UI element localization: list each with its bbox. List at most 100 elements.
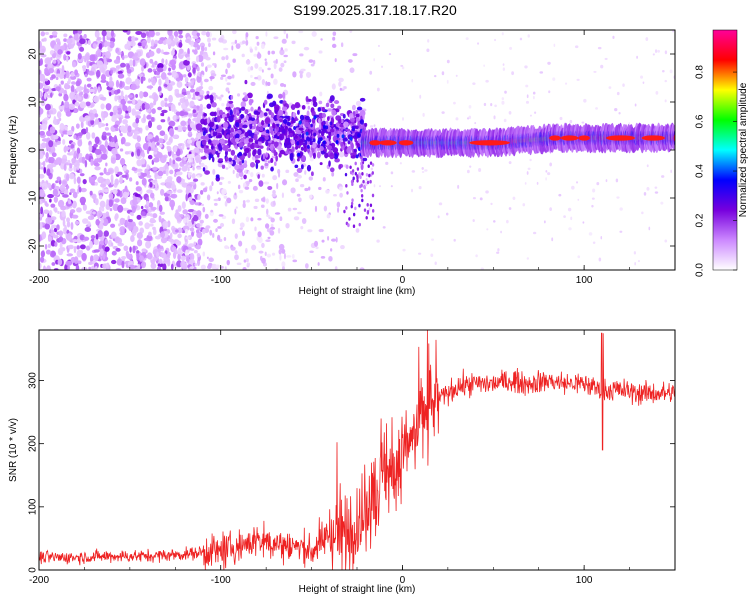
spectrogram-cell [221, 265, 224, 269]
spectrogram-cell [371, 209, 375, 213]
spectrogram-cell [81, 156, 86, 164]
spectrogram-cell [400, 64, 404, 67]
spectrogram-cell [241, 230, 245, 237]
spectrogram-cell [257, 148, 262, 156]
spectrogram-cell [234, 233, 238, 239]
spectrogram-cell [77, 30, 83, 35]
spectrogram-cell [74, 69, 79, 76]
spectrogram-cell [166, 84, 173, 92]
spectrogram-cell [342, 113, 346, 119]
spectrogram-cell [50, 203, 56, 208]
spectrogram-cell [181, 182, 189, 188]
spectrogram-cell [132, 59, 136, 67]
spectrogram-cell [108, 92, 112, 97]
spectrogram-cell [356, 178, 359, 183]
spectrogram-cell [51, 88, 57, 92]
spectrogram-cell [604, 57, 608, 61]
spectrogram-cell [216, 96, 222, 100]
spectrogram-cell [109, 41, 115, 49]
spectrogram-cell [272, 189, 276, 195]
spectrogram-cell [346, 147, 352, 154]
spectrogram-cell [281, 106, 288, 112]
spectrogram-cell [157, 67, 164, 73]
spectrogram-cell [68, 103, 75, 110]
spectrogram-cell [85, 127, 89, 134]
spectrogram-cell [369, 203, 373, 208]
spectrogram-cell [232, 58, 236, 63]
spectrogram-cell [182, 74, 187, 78]
spectrogram-cell [76, 132, 84, 137]
spectrogram-cell [263, 99, 268, 105]
spectrogram-cell [150, 192, 155, 199]
spectrogram-cell [178, 30, 183, 35]
spectrogram-cell [178, 41, 183, 48]
spectrogram-cell [60, 45, 66, 51]
spectrogram-cell [438, 202, 443, 206]
spectrogram-cell [270, 129, 274, 136]
spectrogram-cell [93, 254, 99, 262]
spectrogram-cell [315, 246, 319, 250]
spectrogram-cell [80, 128, 87, 135]
spectrogram-cell [424, 169, 428, 172]
spectrogram-cell [221, 102, 225, 107]
spectrogram-cell [181, 126, 187, 131]
spectrogram-cell [298, 140, 304, 146]
spectrogram-cell [355, 100, 362, 107]
spectrogram-cell [166, 146, 172, 152]
spectrogram-cell [221, 188, 227, 195]
spectrogram-cell [123, 245, 129, 252]
spectrogram-cell [224, 116, 228, 122]
spectrogram-cell [125, 250, 129, 258]
spectrogram-cell [44, 103, 51, 111]
spectrogram-cell [94, 30, 100, 38]
spectrogram-cell [532, 231, 537, 235]
spectrogram-cell [297, 211, 302, 215]
spectrogram-cell [135, 117, 140, 124]
spectrogram-cell [231, 218, 236, 225]
spectrogram-cell [183, 59, 190, 66]
spectrogram-cell [250, 171, 254, 178]
spectrogram-cell [185, 100, 190, 107]
spectrogram-cell [338, 151, 345, 158]
spectrogram-cell [66, 217, 70, 223]
spectrogram-cell [159, 130, 166, 136]
spectrogram-cell [285, 125, 288, 130]
spectrogram-cell [217, 134, 222, 139]
spectrogram-cell [292, 71, 297, 78]
spectrogram-cell [296, 167, 303, 173]
spectrogram-cell [646, 164, 649, 168]
spectrogram-cell [390, 185, 393, 188]
spectrogram-cell [192, 210, 198, 215]
spectrogram-cell [63, 54, 67, 61]
spectrogram-cell [202, 228, 206, 235]
spectrogram-cell [183, 217, 187, 224]
spectrogram-cell [441, 111, 445, 114]
spectrogram-cell [285, 142, 292, 149]
spectrogram-cell [304, 187, 309, 192]
spectrogram-cell [135, 30, 143, 35]
spectrogram-cell [149, 217, 155, 223]
spectrogram-cell [266, 147, 270, 151]
spectrogram-cell [281, 192, 285, 199]
spectrogram-cell [508, 207, 512, 210]
spectrogram-cell [100, 219, 104, 224]
spectrogram-cell [153, 99, 157, 106]
spectrogram-cell [193, 147, 199, 153]
spectrogram-cell [511, 71, 515, 76]
spectrogram-cell [77, 139, 83, 147]
spectrogram-cell [301, 218, 307, 224]
spectrogram-cell [160, 72, 167, 80]
spectrogram-cell [479, 197, 483, 201]
spectrogram-cell [90, 119, 95, 126]
spectrogram-cell [267, 50, 271, 55]
spectrogram-cell [140, 211, 146, 217]
spectrogram-cell [193, 241, 197, 246]
spectrogram-cell [640, 75, 644, 79]
spectrogram-cell [230, 137, 237, 144]
spectrogram-cell [348, 113, 354, 119]
spectrogram-cell [92, 43, 97, 49]
spectrogram-cell [135, 181, 139, 186]
spectrogram-cell [266, 93, 273, 99]
spectrogram-cell [208, 153, 211, 161]
